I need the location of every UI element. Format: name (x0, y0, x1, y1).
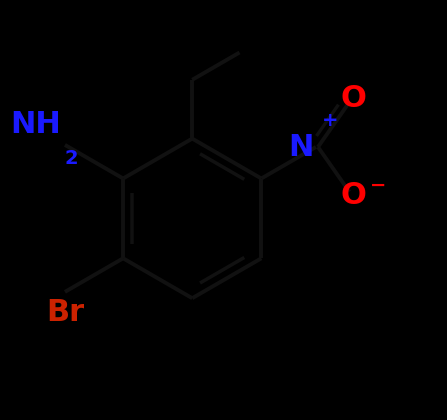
Text: 2: 2 (65, 149, 79, 168)
Text: NH: NH (10, 110, 61, 139)
Text: Br: Br (46, 298, 84, 327)
Text: O: O (341, 181, 367, 210)
Text: N: N (288, 132, 314, 162)
Text: O: O (341, 84, 367, 113)
Text: +: + (322, 111, 339, 130)
Text: −: − (370, 176, 386, 195)
